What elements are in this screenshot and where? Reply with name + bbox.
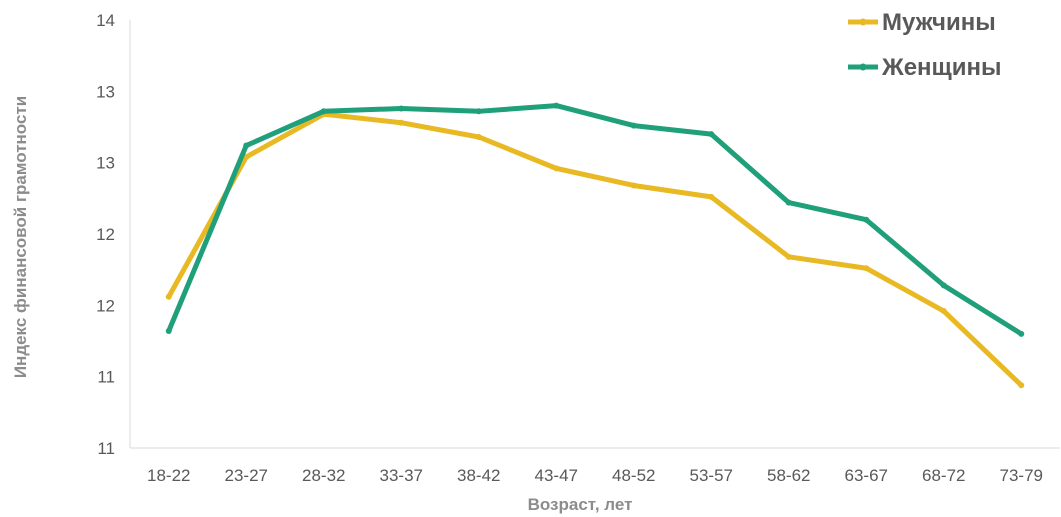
x-tick-label: 28-32 (302, 466, 345, 485)
data-point (940, 308, 947, 315)
data-point (475, 133, 482, 140)
x-tick-label: 38-42 (457, 466, 500, 485)
x-tick-label: 43-47 (535, 466, 578, 485)
y-axis-title: Индекс финансовой грамотности (11, 96, 30, 378)
data-point (863, 216, 870, 223)
x-tick-label: 63-67 (845, 466, 888, 485)
x-tick-label: 33-37 (380, 466, 423, 485)
data-point (1018, 330, 1025, 337)
data-point (630, 182, 637, 189)
y-tick-label: 12 (96, 296, 115, 315)
x-tick-label: 73-79 (1000, 466, 1043, 485)
data-point (165, 293, 172, 300)
x-tick-label: 18-22 (147, 466, 190, 485)
data-point (1018, 382, 1025, 389)
legend: Мужчины Женщины (848, 9, 1002, 81)
x-tick-label: 23-27 (225, 466, 268, 485)
data-point (553, 102, 560, 109)
y-tick-labels: 11 11 12 12 13 13 14 (96, 11, 115, 458)
x-tick-label: 68-72 (922, 466, 965, 485)
y-tick-label: 13 (96, 82, 115, 101)
data-point (785, 199, 792, 206)
data-point (708, 131, 715, 138)
x-tick-label: 48-52 (612, 466, 655, 485)
data-point (165, 328, 172, 335)
x-tick-label: 58-62 (767, 466, 810, 485)
y-tick-label: 12 (96, 225, 115, 244)
legend-marker (859, 63, 867, 71)
data-point (320, 108, 327, 115)
data-point (398, 119, 405, 126)
series-lines (165, 102, 1025, 389)
series-line-0 (166, 111, 1024, 388)
data-point (630, 122, 637, 129)
data-point (708, 193, 715, 200)
data-point (863, 265, 870, 272)
data-point (940, 282, 947, 289)
data-point (243, 142, 250, 149)
x-tick-label: 53-57 (690, 466, 733, 485)
legend-label: Женщины (881, 54, 1002, 81)
data-point (785, 253, 792, 260)
y-tick-label: 14 (96, 11, 115, 30)
legend-label: Мужчины (882, 9, 996, 36)
series-line-1 (166, 103, 1024, 337)
x-tick-labels: 18-22 23-27 28-32 33-37 38-42 43-47 48-52 53-57… (147, 466, 1043, 485)
y-tick-label: 11 (97, 439, 115, 458)
data-point (398, 105, 405, 112)
legend-marker (859, 18, 867, 26)
y-tick-label: 13 (96, 154, 115, 173)
y-tick-label: 11 (97, 368, 115, 387)
x-axis-title: Возраст, лет (528, 495, 633, 514)
data-point (553, 165, 560, 172)
data-point (475, 108, 482, 115)
